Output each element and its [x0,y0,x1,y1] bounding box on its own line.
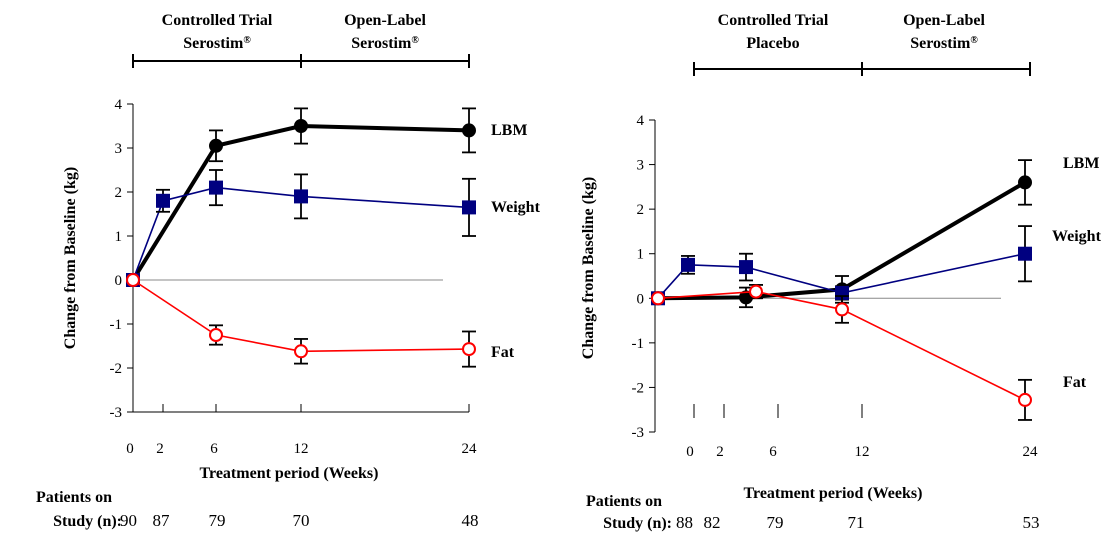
patient-count: 87 [153,511,171,530]
data-point [462,123,476,138]
y-axis-title: Change from Baseline (kg) [62,167,79,349]
series-label: Weight [491,199,541,216]
x-tick-label: 0 [126,441,134,457]
data-point [294,119,308,133]
patient-count: 71 [848,513,865,532]
y-tick-label: -2 [110,361,123,377]
x-tick-label: 6 [210,441,218,457]
patient-count: 88 [676,513,693,532]
y-tick-label: -2 [632,380,645,396]
y-tick-label: -3 [632,425,645,441]
phase-label-text: Serostim [910,35,971,52]
y-tick-label: 3 [637,158,645,174]
y-tick-label: 4 [637,113,645,129]
x-tick-label: 24 [462,441,478,457]
series-label: LBM [491,122,527,139]
patient-count: 79 [767,513,784,532]
x-tick-label: 12 [294,441,309,457]
registered-mark: ® [970,35,978,46]
series-line [657,290,1026,401]
registered-mark: ® [411,35,419,46]
x-tick-label: 12 [855,444,870,460]
y-tick-label: 1 [637,247,645,263]
data-point [294,344,308,359]
y-tick-label: 3 [115,141,123,157]
phase-label: Controlled Trial [162,12,273,29]
y-tick-label: 2 [637,202,645,218]
phase-label: Serostim® [183,35,251,53]
data-point [209,180,223,195]
y-tick-label: 0 [115,273,123,289]
series-fat: Fat [651,284,1087,421]
patients-label: Study (n): [603,515,672,532]
patient-count: 79 [209,511,226,530]
x-axis-title: Treatment period (Weeks) [744,485,923,502]
phase-label-text: Placebo [746,35,799,52]
data-point [462,342,476,357]
series-label: Weight [1052,228,1102,245]
data-point [462,200,476,215]
y-tick-label: -1 [110,317,123,333]
phase-label: Open-Label [344,12,426,29]
y-tick-label: -3 [110,405,123,421]
series-line [657,180,1027,301]
series-lbm: LBM [651,155,1099,309]
x-tick-label: 24 [1023,444,1039,460]
series-line [132,279,470,353]
phase-label: Serostim® [351,35,419,53]
y-tick-label: 0 [637,291,645,307]
patients-label: Study (n): [53,513,122,530]
phase-label: Serostim® [910,35,978,53]
series-line [131,123,470,282]
data-point [749,284,763,299]
chart-2: Controlled Trial Placebo Open-Label Serosti… [580,12,1102,532]
phase-label: Placebo [746,35,799,52]
data-point [1018,175,1032,190]
series-label: LBM [1063,155,1099,172]
x-tick-label: 2 [716,444,724,460]
y-tick-label: 1 [115,229,123,245]
patient-count: 48 [462,511,479,530]
data-point [209,138,223,153]
x-tick-label: 6 [769,444,777,460]
data-point [294,189,308,204]
y-tick-label: 2 [115,185,123,201]
series-fat: Fat [126,273,515,368]
patient-count: 90 [120,511,137,530]
phase-label: Open-Label [903,12,985,29]
registered-mark: ® [243,35,251,46]
patient-count: 82 [704,513,721,532]
data-point [739,260,753,275]
data-point [835,302,849,317]
patients-label: Patients on [36,489,112,506]
phase-label-text: Serostim [351,35,412,52]
x-tick-label: 0 [686,444,694,460]
data-point [156,193,170,208]
series-label: Fat [491,344,515,361]
series-label: Fat [1063,374,1087,391]
patient-count: 70 [293,511,310,530]
data-point [681,257,695,272]
phase-label: Controlled Trial [718,12,829,29]
series-weight: Weight [126,169,541,287]
patients-label: Patients on [586,493,662,510]
phase-label-text: Serostim [183,35,244,52]
data-point [651,291,665,306]
data-point [1018,392,1032,407]
y-tick-label: 4 [115,97,123,113]
y-tick-label: -1 [632,336,645,352]
data-point [1018,246,1032,261]
y-axis-title: Change from Baseline (kg) [580,177,597,359]
x-tick-label: 2 [156,441,164,457]
data-point [126,273,140,287]
chart-1: Controlled TrialSerostim®Open-LabelSeros… [36,12,541,530]
data-point [209,328,223,342]
x-axis-title: Treatment period (Weeks) [200,465,379,482]
patient-count: 53 [1023,513,1040,532]
